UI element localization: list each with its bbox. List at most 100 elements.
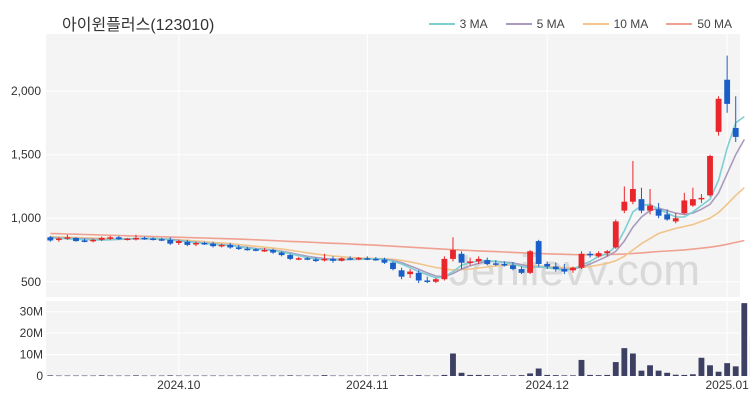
- volume-bar: [278, 375, 285, 377]
- legend-item-ma5[interactable]: 5 MA: [505, 17, 565, 31]
- candle-body: [55, 238, 62, 241]
- candle-body: [689, 199, 696, 206]
- volume-bar: [381, 375, 388, 377]
- candle-body: [47, 237, 54, 241]
- candle-body: [278, 252, 285, 256]
- candle-body: [364, 258, 371, 260]
- x-tick-label: 2024.12: [526, 378, 570, 392]
- candle-body: [647, 205, 653, 211]
- volume-bar: [492, 375, 499, 376]
- candle-body: [390, 262, 396, 270]
- volume-bar: [681, 374, 688, 376]
- candle-body: [218, 244, 225, 247]
- candle-body: [672, 218, 679, 222]
- legend-label-ma3: 3 MA: [459, 17, 488, 31]
- candle-body: [321, 258, 328, 261]
- volume-bar: [552, 375, 559, 376]
- candle-body: [270, 249, 276, 253]
- volume-bar: [595, 375, 602, 376]
- candle-body: [629, 189, 636, 202]
- volume-bar: [741, 303, 748, 376]
- legend-swatch-ma5: [505, 23, 532, 25]
- volume-bar: [235, 375, 242, 377]
- volume-bar: [672, 374, 679, 376]
- volume-bar: [424, 375, 431, 377]
- volume-bar: [330, 375, 336, 377]
- candle-body: [338, 258, 345, 261]
- candle-body: [73, 237, 79, 242]
- candle-body: [510, 265, 516, 270]
- volume-bar: [621, 348, 628, 376]
- candle-body: [732, 128, 739, 137]
- volume-panel: [46, 301, 740, 376]
- price-panel: [46, 34, 740, 297]
- volume-bar: [321, 375, 328, 376]
- legend-item-ma50[interactable]: 50 MA: [666, 17, 732, 31]
- volume-bar: [707, 365, 713, 376]
- candle-body: [253, 249, 259, 251]
- legend-item-ma10[interactable]: 10 MA: [582, 17, 648, 31]
- volume-bar: [175, 375, 182, 377]
- candle-body: [715, 98, 722, 132]
- volume-bar: [107, 375, 114, 377]
- volume-bar: [535, 368, 542, 376]
- volume-bar: [98, 375, 105, 376]
- candle-body: [330, 258, 336, 261]
- volume-bar: [64, 375, 71, 377]
- volume-bar: [732, 366, 739, 376]
- candle-body: [544, 263, 551, 267]
- x-tick-label: 2024.11: [346, 378, 389, 392]
- volume-bar: [467, 374, 474, 376]
- legend-item-ma3[interactable]: 3 MA: [428, 17, 488, 31]
- volume-bar: [253, 375, 259, 377]
- candle-body: [287, 255, 294, 259]
- volume-bar: [47, 375, 54, 376]
- candle-body: [115, 237, 122, 240]
- volume-tick-label: 20M: [20, 326, 43, 340]
- candle-body: [604, 251, 611, 254]
- candle-body: [133, 237, 139, 240]
- price-tick-label: 1,000: [11, 211, 41, 225]
- candle-body: [655, 209, 662, 216]
- price-tick-label: 1,500: [11, 148, 41, 162]
- candle-body: [724, 79, 731, 104]
- volume-bar: [398, 375, 405, 376]
- volume-bar: [544, 374, 551, 376]
- candle-body: [484, 260, 491, 264]
- candle-body: [518, 269, 525, 273]
- candle-body: [501, 263, 508, 266]
- candle-body: [441, 258, 448, 280]
- volume-bar: [372, 375, 379, 377]
- candle-body: [698, 197, 705, 200]
- volume-bar: [364, 375, 371, 377]
- candle-body: [612, 221, 619, 248]
- candle-body: [432, 279, 439, 282]
- volume-bar: [124, 375, 131, 377]
- volume-bar: [724, 363, 731, 376]
- volume-bar: [287, 375, 294, 376]
- volume-bar: [81, 375, 88, 377]
- candle-body: [467, 261, 474, 263]
- candle-body: [167, 239, 174, 244]
- legend: 3 MA 5 MA 10 MA 50 MA: [428, 17, 732, 31]
- candle-body: [210, 243, 216, 247]
- volume-bar: [218, 375, 225, 377]
- volume-bar: [270, 375, 276, 377]
- volume-bar: [570, 375, 576, 376]
- volume-bar: [655, 370, 662, 376]
- volume-bar: [612, 362, 619, 376]
- volume-bar: [115, 375, 122, 377]
- volume-bar: [501, 375, 508, 376]
- candle-body: [304, 258, 311, 260]
- legend-label-ma50: 50 MA: [697, 17, 732, 31]
- volume-bar: [664, 372, 671, 376]
- candle-body: [141, 237, 148, 240]
- volume-bar: [90, 375, 97, 377]
- volume-bar: [475, 374, 482, 376]
- candle-body: [227, 244, 234, 248]
- volume-bar: [629, 353, 636, 376]
- volume-tick-label: 0: [36, 369, 43, 383]
- volume-bar: [73, 375, 79, 377]
- volume-bar: [587, 374, 593, 376]
